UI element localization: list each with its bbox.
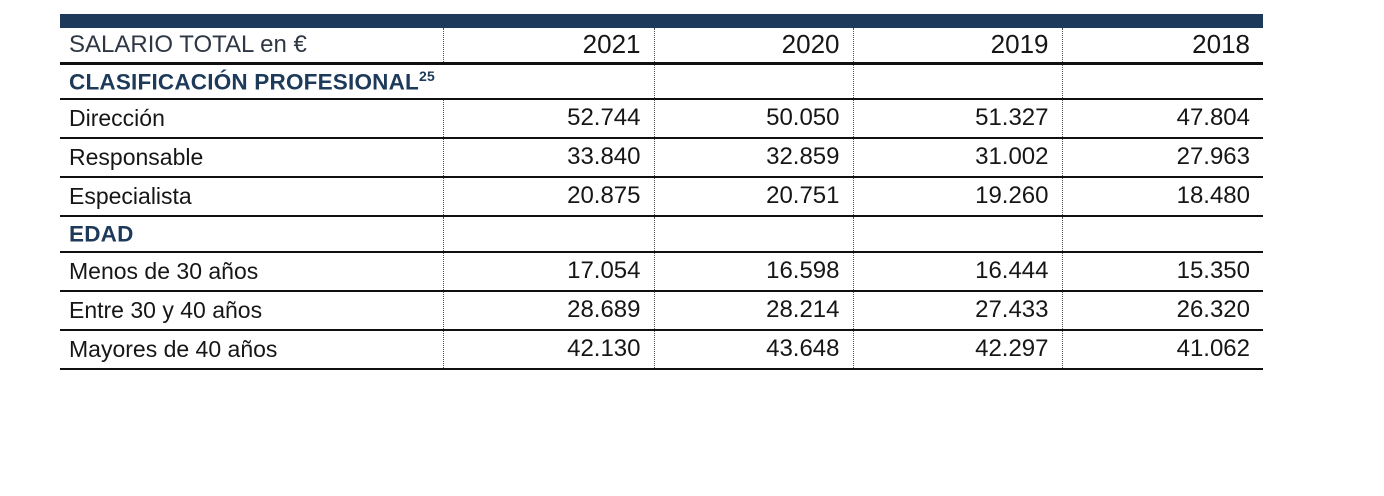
row-entre-30-y-40: Entre 30 y 40 años 28.689 28.214 27.433 … — [60, 291, 1263, 331]
empty-cell — [653, 216, 853, 253]
row-mayores-de-40: Mayores de 40 años 42.130 43.648 42.297 … — [60, 330, 1263, 370]
salary-value-cell: 20.751 — [653, 177, 853, 217]
salary-value-cell: 27.963 — [1061, 138, 1263, 178]
salary-value-cell: 33.840 — [442, 138, 654, 178]
section-title-edad: EDAD — [60, 216, 443, 253]
salary-value-cell: 28.214 — [653, 291, 853, 331]
salary-value-cell: 26.320 — [1061, 291, 1263, 331]
salary-value-cell: 16.598 — [653, 252, 853, 292]
table-top-accent-bar — [60, 14, 1263, 28]
footnote-reference-25: 25 — [419, 67, 435, 84]
empty-cell — [852, 216, 1062, 253]
column-header-2020: 2020 — [653, 28, 853, 65]
table-title: SALARIO TOTAL en € — [60, 28, 443, 65]
section-row-clasificacion-profesional: CLASIFICACIÓN PROFESIONAL25 — [60, 63, 1263, 100]
salary-value-cell: 41.062 — [1061, 330, 1263, 370]
salary-value-cell: 47.804 — [1061, 99, 1263, 139]
column-header-2021: 2021 — [442, 28, 654, 65]
row-menos-de-30: Menos de 30 años 17.054 16.598 16.444 15… — [60, 252, 1263, 292]
salary-value-cell: 18.480 — [1061, 177, 1263, 217]
row-label: Responsable — [60, 138, 443, 178]
salary-table: SALARIO TOTAL en € 2021 2020 2019 2018 C… — [60, 14, 1263, 370]
row-direccion: Dirección 52.744 50.050 51.327 47.804 — [60, 99, 1263, 139]
section-row-edad: EDAD — [60, 216, 1263, 253]
section-label: EDAD — [69, 221, 134, 247]
row-label: Dirección — [60, 99, 443, 139]
column-header-2019: 2019 — [852, 28, 1062, 65]
salary-value-cell: 27.433 — [852, 291, 1062, 331]
section-title-clasificacion-profesional: CLASIFICACIÓN PROFESIONAL25 — [60, 63, 654, 100]
salary-value-cell: 51.327 — [852, 99, 1062, 139]
row-responsable: Responsable 33.840 32.859 31.002 27.963 — [60, 138, 1263, 178]
empty-cell — [1061, 63, 1263, 100]
row-label: Menos de 30 años — [60, 252, 443, 292]
salary-value-cell: 42.297 — [852, 330, 1062, 370]
salary-value-cell: 28.689 — [442, 291, 654, 331]
empty-cell — [852, 63, 1062, 100]
row-especialista: Especialista 20.875 20.751 19.260 18.480 — [60, 177, 1263, 217]
salary-table-grid: SALARIO TOTAL en € 2021 2020 2019 2018 C… — [60, 28, 1263, 370]
empty-cell — [1061, 216, 1263, 253]
empty-cell — [653, 63, 853, 100]
column-header-2018: 2018 — [1061, 28, 1263, 65]
section-label: CLASIFICACIÓN PROFESIONAL — [69, 69, 420, 94]
salary-value-cell: 17.054 — [442, 252, 654, 292]
row-label: Mayores de 40 años — [60, 330, 443, 370]
row-label: Especialista — [60, 177, 443, 217]
salary-value-cell: 32.859 — [653, 138, 853, 178]
empty-cell — [442, 216, 654, 253]
salary-value-cell: 50.050 — [653, 99, 853, 139]
salary-value-cell: 43.648 — [653, 330, 853, 370]
salary-value-cell: 15.350 — [1061, 252, 1263, 292]
salary-value-cell: 19.260 — [852, 177, 1062, 217]
salary-value-cell: 31.002 — [852, 138, 1062, 178]
row-label: Entre 30 y 40 años — [60, 291, 443, 331]
salary-value-cell: 20.875 — [442, 177, 654, 217]
table-header-row: SALARIO TOTAL en € 2021 2020 2019 2018 — [60, 28, 1263, 65]
salary-value-cell: 16.444 — [852, 252, 1062, 292]
salary-value-cell: 52.744 — [442, 99, 654, 139]
salary-value-cell: 42.130 — [442, 330, 654, 370]
